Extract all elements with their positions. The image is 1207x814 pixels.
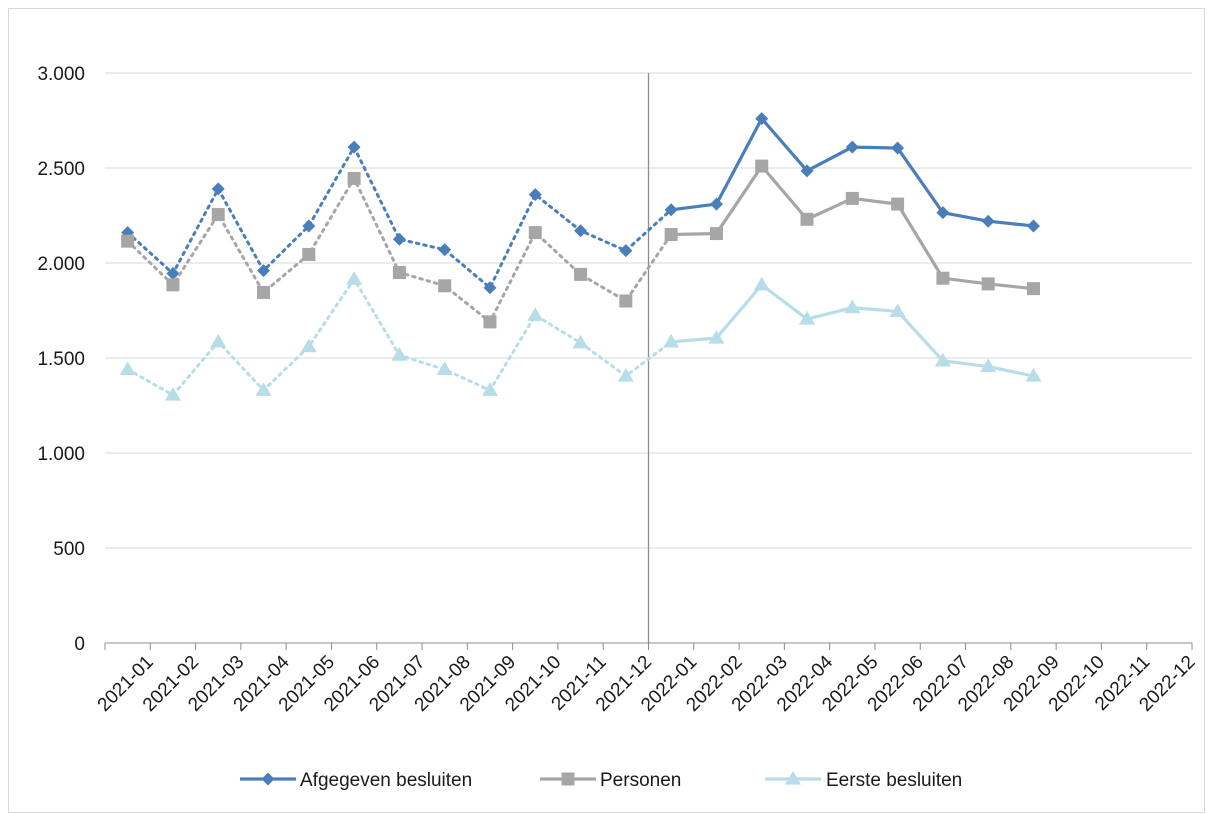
data-point: [166, 278, 180, 292]
data-point: [1026, 282, 1040, 296]
data-point: [664, 228, 678, 241]
data-point: [164, 387, 181, 401]
data-point: [664, 203, 678, 217]
y-tick-label: 1.500: [37, 349, 85, 370]
data-point: [391, 347, 408, 361]
data-point: [845, 191, 859, 205]
data-point: [255, 382, 272, 396]
data-point: [302, 247, 316, 261]
data-point: [436, 361, 453, 375]
data-point: [392, 266, 406, 279]
data-point: [574, 224, 588, 238]
data-point: [347, 171, 361, 185]
data-point: [438, 243, 452, 257]
legend-swatch-marker: [561, 772, 575, 786]
data-point: [755, 159, 769, 173]
data-point: [936, 271, 950, 285]
y-tick-label: 1.000: [37, 444, 85, 465]
data-point: [211, 208, 225, 222]
y-tick-label: 0: [74, 634, 85, 655]
data-point: [302, 219, 316, 233]
series-line-dotted: [126, 276, 673, 397]
legend-swatch-marker: [785, 771, 801, 785]
data-point: [121, 234, 135, 248]
series-personen: [121, 159, 1040, 329]
data-point: [1026, 219, 1040, 233]
data-point: [799, 311, 816, 325]
data-point: [800, 212, 814, 226]
data-point: [119, 361, 136, 375]
data-point: [619, 244, 633, 258]
data-point: [934, 352, 951, 367]
series-eerste-besluiten: [119, 271, 1042, 401]
data-point: [709, 227, 723, 241]
data-point: [1025, 368, 1042, 382]
data-point: [346, 271, 363, 285]
series-line-dotted: [126, 175, 673, 325]
legend-item: Afgegeven besluiten: [240, 770, 472, 791]
series-layer: [119, 112, 1042, 401]
y-tick-label: 2.500: [37, 159, 85, 180]
data-point: [481, 382, 498, 396]
data-point: [347, 140, 361, 154]
data-point: [211, 182, 225, 196]
data-point: [617, 368, 634, 382]
series-line-solid: [670, 116, 1034, 228]
legend-label: Eerste besluiten: [826, 770, 962, 791]
data-point: [663, 333, 680, 348]
y-tick-label: 500: [53, 539, 85, 560]
data-point: [438, 279, 452, 293]
axes: 05001.0001.5002.0002.5003.0002021-012021…: [37, 64, 1199, 716]
chart-frame: [8, 8, 1205, 813]
data-point: [844, 299, 861, 314]
data-point: [528, 226, 542, 240]
data-point: [619, 294, 633, 308]
data-point: [483, 315, 497, 329]
legend-label: Personen: [600, 770, 681, 791]
data-point: [300, 338, 317, 353]
data-point: [980, 358, 997, 373]
data-point: [574, 267, 588, 281]
data-point: [528, 188, 542, 202]
data-point: [981, 214, 995, 228]
y-tick-label: 2.000: [37, 254, 85, 275]
legend-item: Eerste besluiten: [765, 770, 962, 791]
series-line-solid: [671, 283, 1034, 378]
y-tick-label: 3.000: [37, 64, 85, 85]
legend-label: Afgegeven besluiten: [300, 770, 472, 791]
legend: Afgegeven besluiten Personen Eerste beslui…: [240, 770, 962, 791]
data-point: [257, 264, 271, 278]
data-point: [527, 307, 544, 321]
data-point: [257, 285, 271, 299]
legend-swatch-marker: [261, 772, 275, 786]
series-afgegeven-besluiten: [121, 112, 1040, 295]
data-point: [891, 141, 905, 155]
data-point: [889, 303, 906, 318]
data-point: [936, 206, 950, 220]
data-point: [755, 112, 769, 126]
data-point: [753, 276, 770, 291]
data-point: [709, 197, 723, 211]
legend-item: Personen: [540, 770, 681, 791]
data-point: [845, 140, 859, 154]
data-point: [572, 334, 589, 349]
data-point: [210, 333, 227, 348]
data-point: [392, 232, 406, 246]
data-point: [483, 281, 497, 295]
data-point: [891, 197, 905, 211]
data-point: [708, 330, 725, 344]
data-point: [800, 164, 814, 178]
data-point: [166, 266, 180, 280]
data-point: [981, 277, 995, 291]
